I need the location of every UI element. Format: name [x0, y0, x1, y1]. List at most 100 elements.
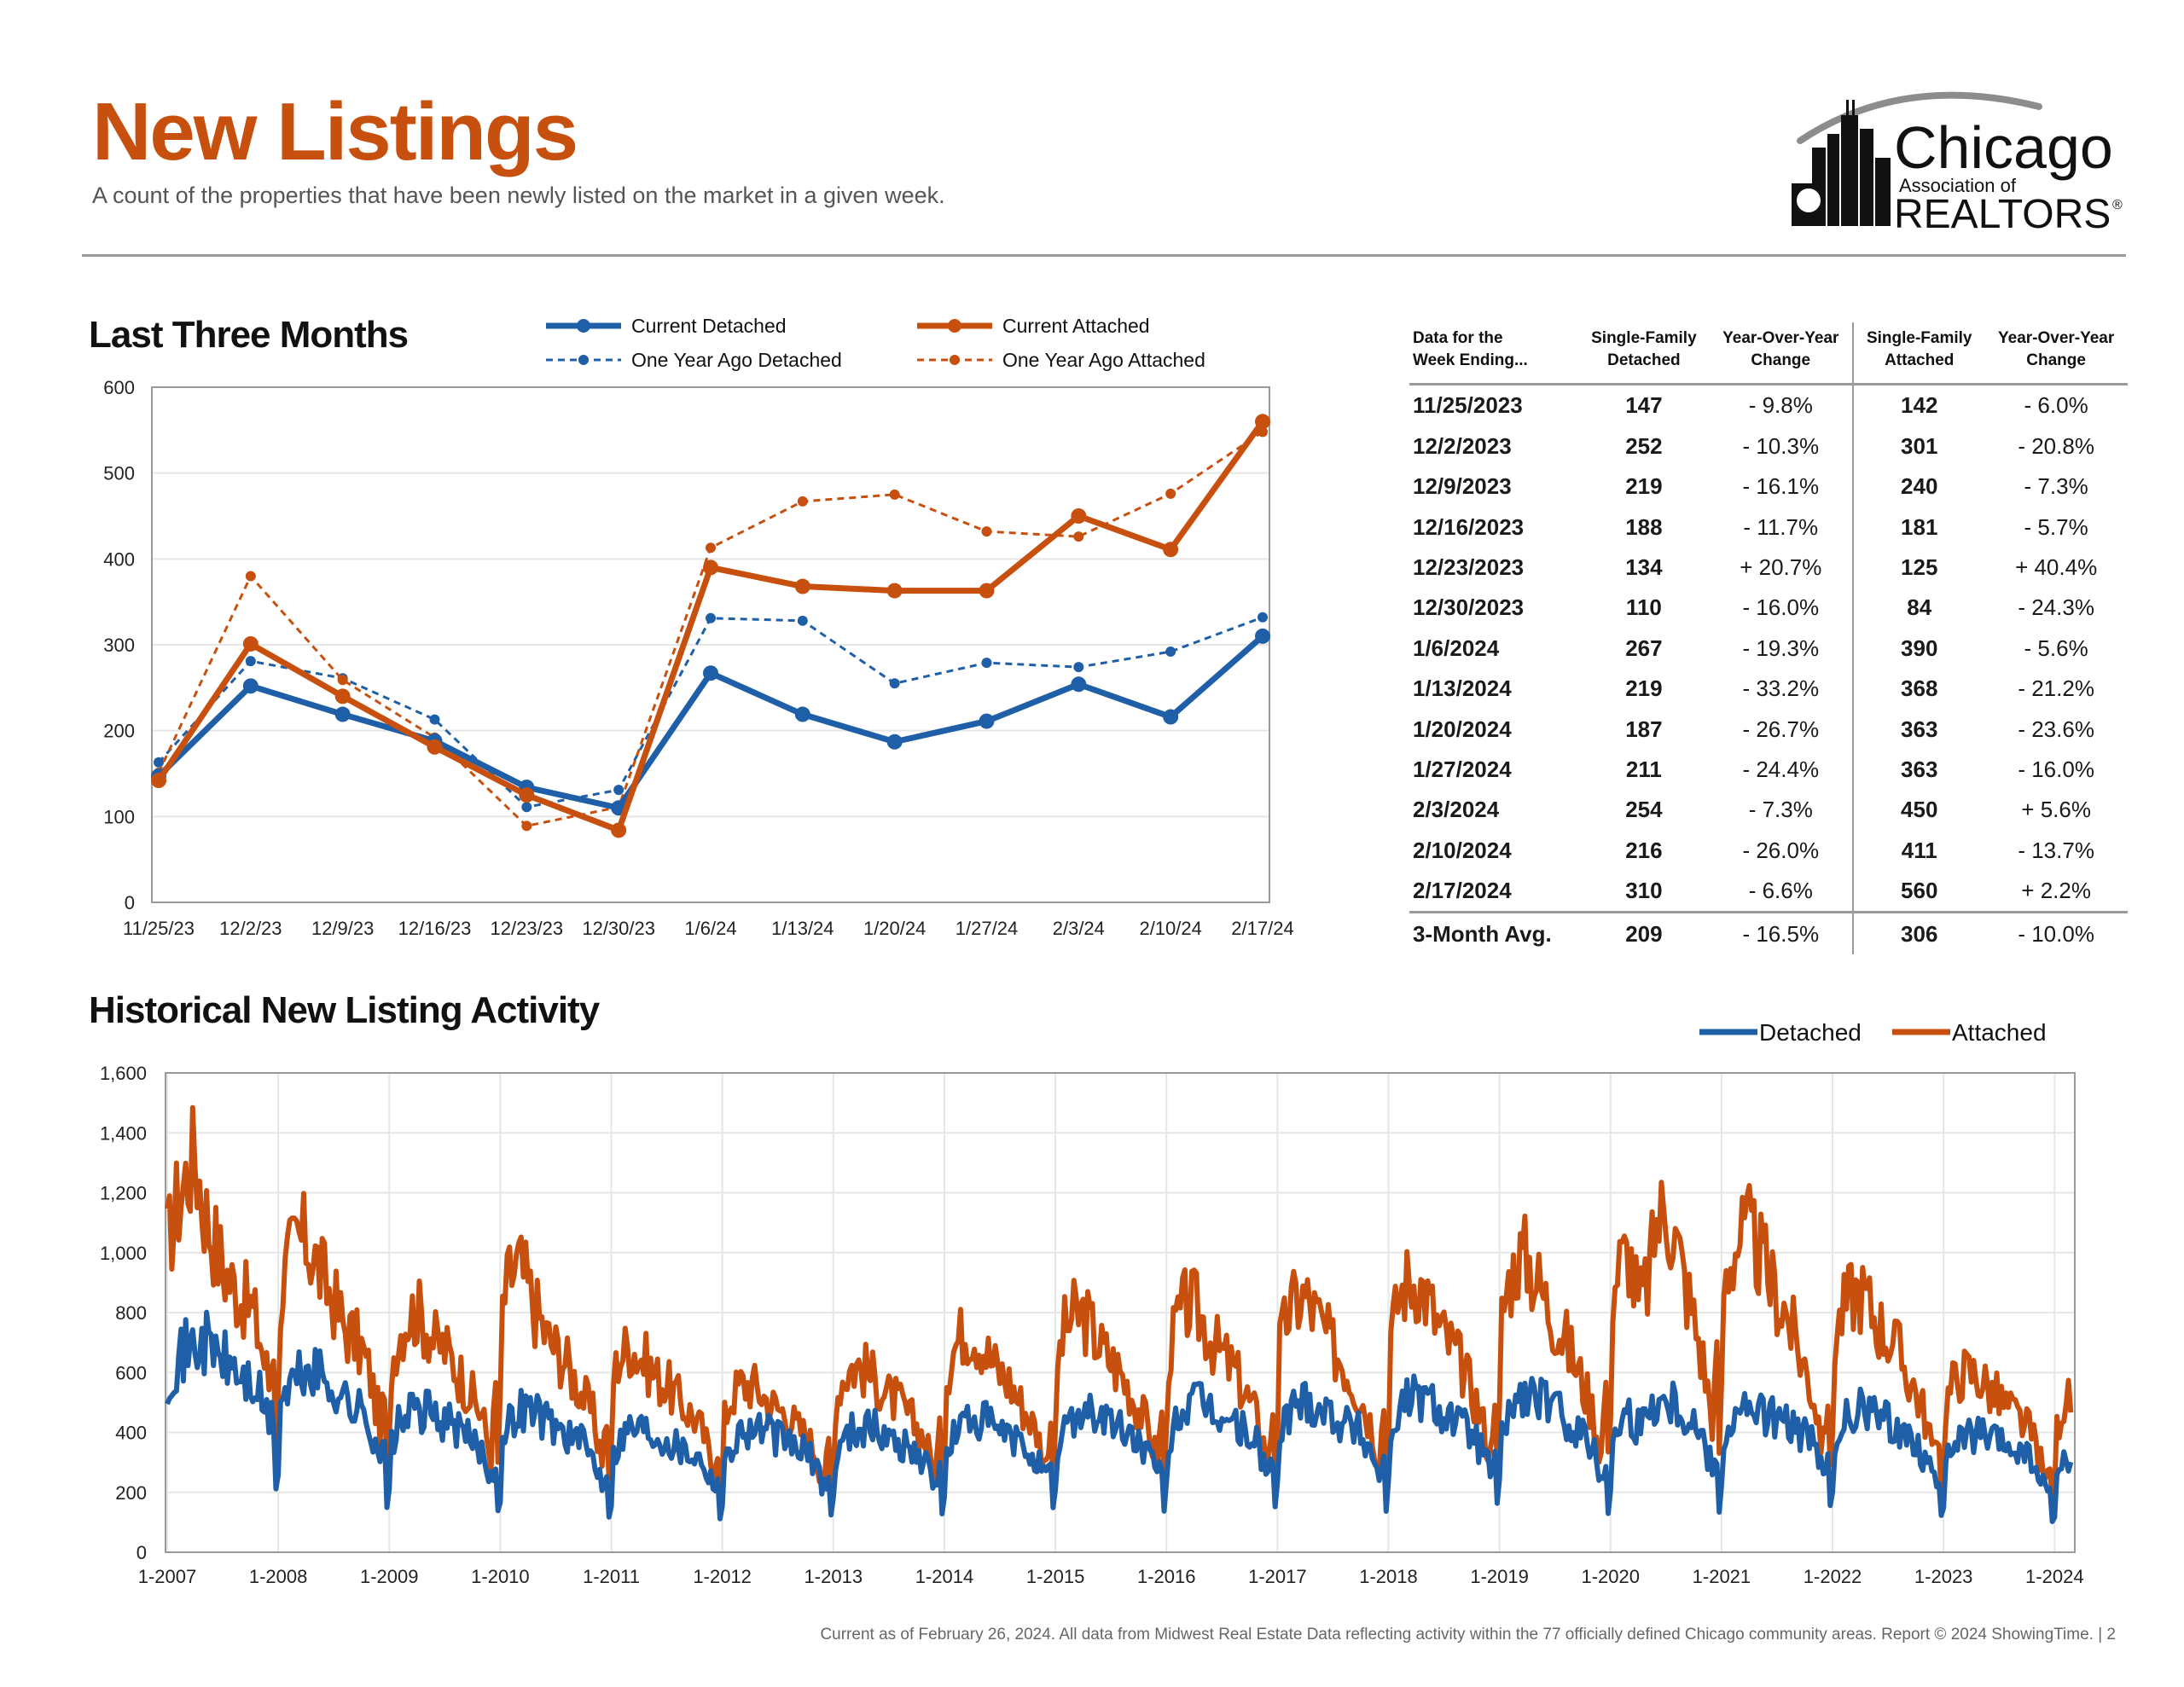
attached-yoy-cell: - 23.6% [2018, 716, 2094, 742]
attached-yoy-cell: + 2.2% [2021, 878, 2091, 904]
data-point [889, 678, 900, 689]
data-point [1073, 531, 1084, 542]
x-tick-label: 2/10/24 [1139, 918, 1201, 939]
data-point [979, 713, 995, 729]
plot-frame [165, 1072, 2076, 1553]
week-ending-cell: 12/16/2023 [1413, 513, 1525, 540]
data-point [1163, 709, 1179, 725]
x-tick-label: 1-2022 [1804, 1566, 1862, 1587]
logo-text-chicago: Chicago [1894, 114, 2113, 181]
y-tick-label: 200 [103, 721, 135, 742]
y-tick-label: 500 [103, 463, 135, 484]
logo-registered-mark: ® [2112, 198, 2123, 212]
x-tick-label: 1-2015 [1026, 1566, 1085, 1587]
x-tick-label: 1-2023 [1914, 1566, 1973, 1587]
data-point [794, 578, 810, 594]
data-point [706, 612, 716, 623]
x-tick-label: 1-2011 [583, 1566, 640, 1587]
series-line-current-detached [156, 634, 1265, 811]
x-tick-label: 12/16/23 [398, 918, 472, 939]
legend-marker [577, 319, 590, 333]
x-tick-label: 1/20/24 [863, 918, 926, 939]
data-point [797, 615, 808, 626]
attached-yoy-cell: - 13.7% [2018, 837, 2094, 863]
detached-yoy-cell: - 26.0% [1709, 830, 1855, 871]
chicago-realtors-logo: Chicago Association of REALTORS ® [1792, 91, 2123, 237]
attached-cell: 560 [1901, 878, 1938, 904]
header-attached: Single-Family Attached [1853, 322, 1985, 386]
header-detached: Single-Family Detached [1578, 322, 1710, 386]
x-tick-label: 1-2008 [249, 1566, 308, 1587]
logo-emblem [1793, 185, 1824, 216]
data-point [1073, 662, 1084, 673]
attached-cell: 450 [1901, 797, 1938, 823]
last-three-months-chart: 0 100 200 300 400 500 600 11/25/23 12/2/23 12/9/2… [103, 315, 1293, 939]
weekly-data-table: Data for the Week Ending... Single-Family… [1409, 322, 2128, 954]
x-tick-label: 1-2024 [2025, 1566, 2084, 1587]
attached-cell: 306 [1853, 911, 1985, 954]
data-point [154, 757, 164, 768]
detached-yoy-cell: - 24.4% [1709, 749, 1855, 791]
detached-yoy-cell: - 16.5% [1709, 911, 1855, 954]
legend-label: One Year Ago Detached [631, 349, 842, 371]
detached-cell: 147 [1625, 392, 1663, 419]
week-ending-cell: 2/3/2024 [1413, 797, 1500, 823]
attached-cell: 368 [1901, 675, 1938, 702]
y-tick-label: 400 [115, 1423, 147, 1444]
data-point [797, 496, 808, 507]
data-point [981, 658, 992, 669]
y-tick-label: 200 [115, 1482, 147, 1504]
week-ending-cell: 12/23/2023 [1413, 554, 1525, 581]
y-tick-label: 100 [103, 806, 135, 827]
table-row: 1/13/2024 219 - 33.2% 368 - 21.2% [1409, 669, 2128, 710]
y-tick-label: 1,200 [100, 1183, 147, 1204]
attached-cell: 411 [1901, 837, 1937, 863]
x-tick-label: 1/13/24 [771, 918, 834, 939]
detached-cell: 216 [1625, 837, 1663, 863]
data-point [1165, 646, 1176, 658]
y-tick-label: 1,000 [100, 1243, 147, 1264]
week-ending-cell: 12/9/2023 [1413, 473, 1512, 500]
footer-note: Current as of February 26, 2024. All dat… [820, 1626, 2116, 1644]
logo-arc [1797, 91, 2042, 144]
x-tick-label: 1-2013 [804, 1566, 863, 1587]
legend-label: One Year Ago Attached [1002, 349, 1205, 371]
week-ending-cell: 2/10/2024 [1413, 837, 1512, 863]
table-header-row: Data for the Week Ending... Single-Family… [1409, 322, 2128, 386]
detached-yoy-cell: - 7.3% [1709, 790, 1855, 831]
x-tick-label: 1-2009 [360, 1566, 419, 1587]
week-ending-cell: 1/27/2024 [1413, 756, 1512, 782]
attached-cell: 301 [1901, 432, 1938, 459]
x-tick-label: 1/27/24 [956, 918, 1018, 939]
attached-cell: 363 [1901, 756, 1938, 782]
series-line-one-year-ago-attached [157, 431, 1263, 827]
data-point [1258, 612, 1268, 623]
table-row: 1/27/2024 211 - 24.4% 363 - 16.0% [1409, 749, 2128, 791]
attached-yoy-cell: - 16.0% [2018, 756, 2094, 782]
data-point [1071, 508, 1087, 524]
data-point [886, 733, 903, 750]
attached-yoy-cell: - 7.3% [2024, 473, 2088, 500]
legend-label: Attached [1952, 1019, 2047, 1046]
data-point [151, 773, 166, 789]
data-point [245, 656, 256, 667]
detached-cell: 267 [1625, 635, 1663, 661]
plot-frame [151, 386, 1270, 903]
legend-label: Detached [1759, 1019, 1862, 1046]
detached-cell: 110 [1625, 594, 1662, 621]
x-tick-label: 1-2012 [693, 1566, 752, 1587]
detached-yoy-cell: - 11.7% [1709, 507, 1855, 548]
page-title: New Listings [92, 86, 578, 177]
data-point [703, 665, 718, 681]
legend-label: Current Detached [631, 315, 787, 337]
attached-cell: 84 [1907, 594, 1932, 621]
x-tick-label: 2/3/24 [1053, 918, 1105, 939]
table-row: 12/30/2023 110 - 16.0% 84 - 24.3% [1409, 588, 2128, 629]
x-tick-label: 1-2010 [471, 1566, 530, 1587]
data-point [1071, 676, 1087, 693]
table-row: 2/3/2024 254 - 7.3% 450 + 5.6% [1409, 790, 2128, 831]
x-tick-label: 1-2021 [1693, 1566, 1751, 1587]
data-point [794, 706, 810, 722]
data-point [613, 785, 624, 796]
data-point [889, 489, 900, 500]
